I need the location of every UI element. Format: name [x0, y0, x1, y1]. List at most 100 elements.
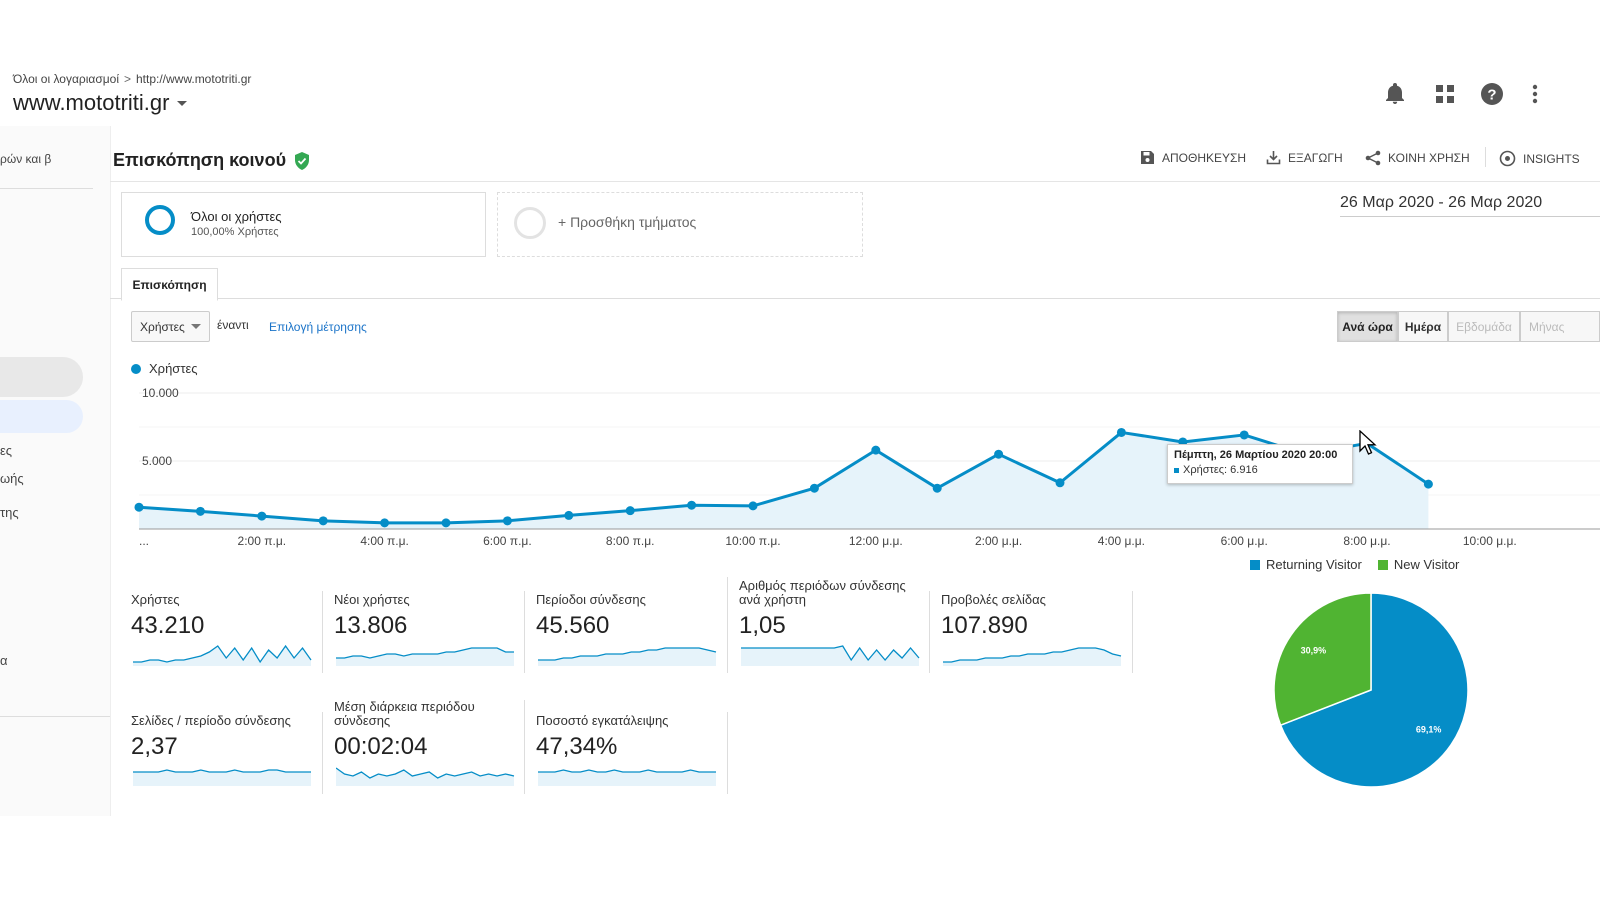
kpi-divider [727, 577, 728, 673]
sparkline-fill [538, 648, 716, 666]
kpi-value: 2,37 [131, 733, 178, 760]
help-icon[interactable]: ? [1480, 82, 1504, 106]
x-tick-label: 8:00 π.μ. [606, 534, 655, 548]
granularity-day[interactable]: Ημέρα [1398, 311, 1448, 342]
chart-legend[interactable]: Χρήστες [131, 361, 198, 376]
kpi-tile[interactable]: Προβολές σελίδας 107.890 [941, 593, 1131, 703]
visitor-type-pie-chart[interactable]: 69,1% 30,9% [1266, 585, 1476, 795]
save-button[interactable]: ΑΠΟΘΗΚΕΥΣΗ [1140, 150, 1246, 165]
data-point[interactable] [1239, 430, 1249, 440]
title-divider [110, 181, 1600, 182]
sidebar-item-label[interactable]: α [0, 653, 8, 668]
data-point[interactable] [257, 511, 267, 521]
data-point[interactable] [195, 506, 205, 516]
sidebar-item-active[interactable] [0, 400, 83, 433]
data-point[interactable] [441, 518, 451, 528]
data-point[interactable] [1055, 478, 1065, 488]
tab-overview[interactable]: Επισκόπηση [121, 268, 218, 301]
kpi-tile[interactable]: Σελίδες / περίοδο σύνδεσης 2,37 [131, 714, 321, 824]
breadcrumb-account[interactable]: Όλοι οι λογαριασμοί [13, 72, 119, 86]
kpi-label: Αριθμός περιόδων σύνδεσης ανά χρήστη [739, 578, 906, 607]
sidebar-item-highlight[interactable] [0, 357, 83, 397]
sidebar-item-label[interactable]: της [0, 505, 19, 520]
more-vert-icon[interactable] [1523, 82, 1547, 106]
date-range-text: 26 Μαρ 2020 - 26 Μαρ 2020 [1340, 194, 1543, 211]
data-point[interactable] [380, 518, 390, 528]
data-point[interactable] [564, 510, 574, 520]
tooltip-row: Χρήστες: 6.916 [1174, 464, 1346, 476]
verified-shield-icon [295, 151, 310, 170]
legend-square-icon [1377, 559, 1388, 570]
data-point[interactable] [809, 483, 819, 493]
kpi-divider [322, 712, 323, 794]
granularity-week[interactable]: Εβδομάδα [1448, 311, 1520, 342]
sidebar-search-text[interactable]: ρών και β [0, 152, 52, 166]
sidebar-search-area[interactable] [0, 126, 93, 189]
kpi-sparkline [133, 769, 311, 786]
tooltip-title: Πέμπτη, 26 Μαρτίου 2020 20:00 [1174, 449, 1338, 461]
kpi-divider [524, 700, 525, 794]
data-point[interactable] [502, 516, 512, 526]
add-segment-button[interactable] [497, 192, 863, 257]
sparkline-fill [741, 646, 919, 666]
insights-label: INSIGHTS [1523, 151, 1580, 166]
kpi-tile[interactable]: Χρήστες 43.210 [131, 593, 321, 703]
page-title: Επισκόπηση κοινού [113, 150, 310, 171]
property-selector[interactable]: www.mototriti.gr [13, 90, 188, 116]
sidebar-item-label[interactable]: ες [0, 443, 13, 458]
sidebar-item-label[interactable]: ωής [0, 471, 24, 486]
data-point[interactable] [625, 506, 635, 516]
metric-dropdown[interactable]: Χρήστες [131, 311, 210, 342]
data-point[interactable] [1116, 427, 1126, 437]
kpi-divider [929, 591, 930, 673]
save-label: ΑΠΟΘΗΚΕΥΣΗ [1162, 150, 1247, 165]
series-line [138, 430, 1430, 525]
data-point[interactable] [1423, 479, 1433, 489]
users-line-chart[interactable]: 10.000 5.000... 2:00 π.μ. 4:00 π.μ. 6:00 π.μ… [110, 380, 1600, 555]
select-metric-link[interactable]: Επιλογή μέτρησης [269, 320, 367, 334]
pie-slice[interactable] [1279, 592, 1469, 788]
kpi-tile[interactable]: Μέση διάρκεια περιόδου σύνδεσης 00:02:04 [334, 700, 524, 810]
data-point[interactable] [994, 449, 1004, 459]
report-title-text: Επισκόπηση κοινού [113, 150, 287, 170]
breadcrumb-separator-icon: > [123, 72, 131, 86]
data-point[interactable] [134, 502, 144, 512]
data-point[interactable] [318, 516, 328, 526]
pie-legend-new[interactable]: New Visitor [1377, 557, 1460, 572]
pie-legend-returning[interactable]: Returning Visitor [1250, 557, 1362, 572]
pie-legend-label: New Visitor [1393, 557, 1460, 572]
granularity-hourly[interactable]: Ανά ώρα [1337, 311, 1398, 342]
download-icon [1266, 151, 1281, 165]
breadcrumb-property[interactable]: http://www.mototriti.gr [136, 72, 252, 86]
apps-grid-icon[interactable] [1433, 82, 1457, 106]
pie-slice-label: 69,1% [1416, 724, 1442, 734]
sparkline-line [133, 769, 311, 773]
kpi-tile[interactable]: Ποσοστό εγκατάλειψης 47,34% [536, 714, 726, 824]
share-button[interactable]: ΚΟΙΝΗ ΧΡΗΣΗ [1365, 150, 1470, 166]
granularity-month[interactable]: Μήνας [1520, 311, 1600, 342]
export-button[interactable]: ΕΞΑΓΩΓΗ [1266, 150, 1343, 165]
save-icon [1141, 151, 1154, 164]
data-point[interactable] [687, 500, 697, 510]
kpi-value: 00:02:04 [334, 733, 428, 760]
pie-slice[interactable] [1273, 592, 1372, 727]
data-point[interactable] [932, 483, 942, 493]
series-marker-icon [1174, 467, 1179, 473]
sparkline-fill [133, 646, 311, 666]
data-point[interactable] [748, 501, 758, 511]
kpi-tile[interactable]: Αριθμός περιόδων σύνδεσης ανά χρήστη 1,05 [739, 579, 929, 689]
toolbar-divider [1485, 147, 1486, 167]
kpi-tile[interactable]: Περίοδοι σύνδεσης 45.560 [536, 593, 726, 703]
data-point[interactable] [871, 445, 881, 455]
segment-all-users[interactable] [121, 192, 486, 257]
insights-button[interactable]: INSIGHTS [1499, 150, 1580, 167]
versus-label: έναντι [217, 318, 249, 332]
kpi-value: 1,05 [739, 612, 786, 639]
sparkline-fill [336, 768, 514, 786]
bell-icon[interactable] [1383, 82, 1407, 106]
kpi-label: Χρήστες [131, 592, 180, 607]
chevron-down-icon [177, 100, 188, 106]
date-range-picker[interactable]: 26 Μαρ 2020 - 26 Μαρ 2020 [1340, 194, 1600, 217]
kpi-tile[interactable]: Νέοι χρήστες 13.806 [334, 593, 524, 703]
sparkline-fill [538, 770, 716, 786]
